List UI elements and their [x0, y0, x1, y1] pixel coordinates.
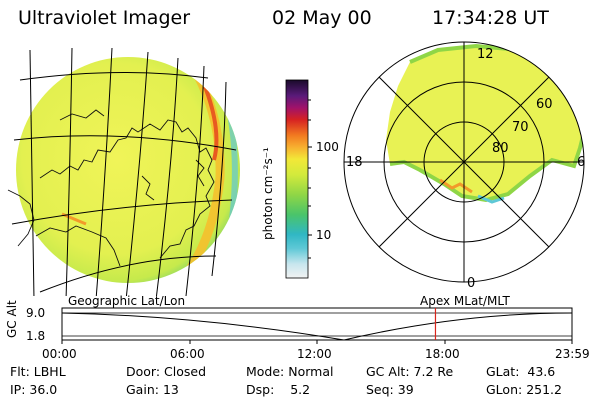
- latlon-grid: [11, 47, 237, 296]
- colorbar-tick-100: 100: [316, 140, 339, 154]
- glat-value: 43.6: [527, 364, 556, 379]
- gain-status: Gain: 13: [126, 382, 179, 397]
- door-status: Door: Closed: [126, 364, 207, 379]
- time-tick-0600: 06:00: [170, 347, 205, 361]
- glon-status: GLon: 251.2: [486, 382, 562, 397]
- dsp-status: Dsp: 5.2: [246, 382, 311, 397]
- ip-key: IP:: [10, 382, 26, 397]
- gcalt-key: GC Alt:: [366, 364, 410, 379]
- colorbar-gradient: [285, 79, 309, 279]
- mode-status: Mode: Normal: [246, 364, 334, 379]
- glon-key: GLon:: [486, 382, 523, 397]
- altitude-tick-9: 9.0: [26, 306, 46, 320]
- mlt-label-18: 18: [346, 155, 363, 170]
- mlt-label-12: 12: [477, 47, 494, 62]
- door-value: Closed: [164, 364, 207, 379]
- dsp-value: 5.2: [290, 382, 311, 397]
- instrument-title: Ultraviolet Imager: [18, 7, 191, 29]
- geographic-image: [7, 47, 240, 296]
- time-tick-1800: 18:00: [425, 347, 460, 361]
- earth-disk: [16, 57, 240, 283]
- seq-value: 39: [397, 382, 414, 397]
- gain-key: Gain:: [126, 382, 159, 397]
- altitude-strip: [61, 307, 573, 344]
- gcalt-value: 7.2 Re: [413, 364, 454, 379]
- glon-value: 251.2: [526, 382, 562, 397]
- aurora-bright: [202, 83, 219, 161]
- ip-value: 36.0: [29, 382, 58, 397]
- altitude-curve: [61, 312, 573, 341]
- polar-grid: [343, 41, 585, 283]
- colorbar-tick-10: 10: [316, 228, 332, 242]
- mlt-label-0: 0: [467, 276, 476, 291]
- gcalt-status: GC Alt: 7.2 Re: [366, 364, 454, 379]
- time-tick-0000: 00:00: [42, 347, 77, 361]
- door-key: Door:: [126, 364, 161, 379]
- date-label: 02 May 00: [272, 7, 372, 29]
- dsp-key: Dsp:: [246, 382, 275, 397]
- colorbar: [285, 79, 312, 279]
- time-tick-2359: 23:59: [555, 347, 590, 361]
- mlt-label-6: 6: [577, 155, 586, 170]
- geographic-projection-label: Geographic Lat/Lon: [68, 294, 186, 308]
- polar-plot: [343, 41, 585, 283]
- mode-value: Normal: [288, 364, 334, 379]
- polar-aurora: [386, 46, 584, 200]
- coastlines: [7, 109, 215, 267]
- glat-status: GLat: 43.6: [486, 364, 556, 379]
- altitude-axis-label: GC Alt: [5, 300, 19, 338]
- glat-key: GLat:: [486, 364, 520, 379]
- lat-label-80: 80: [492, 141, 509, 156]
- lat-label-70: 70: [512, 120, 529, 135]
- seq-key: Seq:: [366, 382, 394, 397]
- time-tick-1200: 12:00: [297, 347, 332, 361]
- gain-value: 13: [162, 382, 179, 397]
- filter-status: Flt: LBHL: [10, 364, 66, 379]
- mode-key: Mode:: [246, 364, 285, 379]
- ip-status: IP: 36.0: [10, 382, 58, 397]
- time-label: 17:34:28 UT: [432, 7, 549, 29]
- apex-projection-label: Apex MLat/MLT: [420, 294, 510, 308]
- altitude-tick-1-8: 1.8: [26, 329, 46, 343]
- filter-key: Flt:: [10, 364, 30, 379]
- seq-status: Seq: 39: [366, 382, 414, 397]
- lat-label-60: 60: [536, 97, 553, 112]
- colorbar-unit-label: photon cm⁻²s⁻¹: [261, 147, 275, 240]
- filter-value: LBHL: [33, 364, 66, 379]
